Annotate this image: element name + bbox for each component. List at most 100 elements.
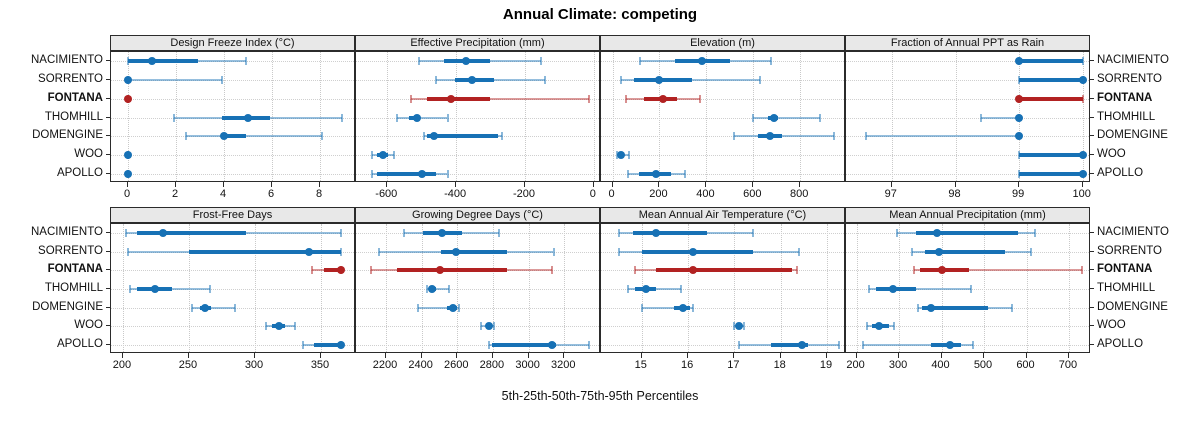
median-dot bbox=[484, 322, 493, 331]
strip-title: Effective Precipitation (mm) bbox=[410, 37, 545, 49]
x-tick-label: 3200 bbox=[551, 359, 576, 371]
x-tick bbox=[175, 182, 176, 187]
whisker-cap bbox=[426, 285, 428, 293]
x-tick-label: 500 bbox=[973, 359, 993, 371]
y-tick bbox=[1090, 269, 1094, 271]
median-dot bbox=[652, 169, 661, 178]
median-dot bbox=[659, 94, 668, 103]
x-tick bbox=[855, 353, 857, 358]
x-tick-label: 200 bbox=[112, 359, 132, 371]
gridline-y bbox=[846, 117, 1089, 119]
percentiles-footer: 5th-25th-50th-75th-95th Percentiles bbox=[501, 389, 699, 403]
site-label-left: THOMHILL bbox=[44, 110, 103, 123]
gridline-x bbox=[564, 224, 566, 352]
x-tick bbox=[271, 182, 272, 187]
y-tick bbox=[106, 288, 110, 289]
whisker bbox=[427, 288, 450, 290]
x-tick bbox=[890, 182, 892, 187]
whisker-cap bbox=[492, 322, 495, 331]
whisker-cap bbox=[626, 285, 629, 293]
median-dot bbox=[679, 303, 688, 312]
x-tick bbox=[385, 353, 386, 358]
whisker-cap bbox=[866, 322, 869, 331]
gridline-x bbox=[492, 224, 494, 352]
x-tick-label: 4 bbox=[219, 188, 227, 200]
whisker-cap bbox=[837, 340, 840, 349]
y-tick bbox=[1090, 232, 1094, 234]
y-tick bbox=[106, 79, 110, 81]
site-label-right: NACIMIENTO bbox=[1097, 226, 1169, 239]
whisker-cap bbox=[402, 229, 405, 238]
y-tick bbox=[1090, 306, 1094, 308]
gridline-x bbox=[528, 224, 530, 352]
iqr-bar bbox=[1019, 171, 1083, 176]
whisker-cap bbox=[912, 266, 915, 275]
whisker-cap bbox=[680, 285, 683, 293]
whisker-cap bbox=[244, 57, 247, 66]
x-tick-label: 99 bbox=[1011, 188, 1025, 200]
whisker bbox=[396, 116, 448, 119]
site-label-right: DOMENGINE bbox=[1097, 300, 1168, 313]
whisker-cap bbox=[862, 340, 864, 349]
gridline-x bbox=[941, 224, 943, 352]
y-tick bbox=[106, 250, 110, 252]
x-tick-label: 300 bbox=[888, 359, 908, 371]
whisker-cap bbox=[819, 113, 821, 122]
site-label-left: APOLLO bbox=[56, 166, 103, 179]
iqr-bar bbox=[632, 231, 707, 236]
x-tick bbox=[420, 353, 422, 358]
whisker-cap bbox=[370, 150, 373, 159]
whisker bbox=[641, 306, 693, 309]
y-tick bbox=[106, 306, 110, 308]
site-label-right: SORRENTO bbox=[1097, 244, 1162, 257]
x-tick bbox=[799, 182, 801, 187]
whisker-cap bbox=[684, 169, 686, 178]
gridline-y bbox=[601, 233, 844, 235]
y-tick bbox=[106, 232, 110, 234]
whisker-cap bbox=[392, 150, 395, 159]
whisker bbox=[913, 269, 1082, 272]
median-dot bbox=[935, 247, 944, 256]
whisker-cap bbox=[458, 303, 461, 312]
whisker-cap bbox=[340, 113, 343, 122]
whisker-cap bbox=[172, 113, 175, 122]
x-tick bbox=[320, 353, 321, 358]
x-tick-label: 0 bbox=[123, 188, 131, 200]
gridline-y bbox=[846, 80, 1089, 82]
x-tick bbox=[954, 182, 956, 187]
median-dot bbox=[158, 229, 167, 238]
site-label-left: NACIMIENTO bbox=[31, 54, 103, 67]
gridline-x bbox=[856, 224, 858, 352]
whisker bbox=[980, 116, 1020, 119]
x-tick bbox=[658, 182, 660, 187]
x-tick-label: 400 bbox=[931, 359, 950, 371]
whisker-cap bbox=[1080, 266, 1083, 275]
x-tick bbox=[524, 182, 525, 187]
whisker-cap bbox=[410, 94, 413, 103]
whisker-cap bbox=[487, 340, 490, 349]
gridline-x bbox=[188, 224, 190, 352]
site-label-right: THOMHILL bbox=[1097, 282, 1156, 294]
median-dot bbox=[1078, 150, 1087, 159]
median-dot bbox=[547, 340, 556, 349]
median-dot bbox=[124, 94, 132, 103]
site-label-left: NACIMIENTO bbox=[31, 226, 103, 239]
whisker-cap bbox=[446, 169, 449, 178]
y-tick bbox=[1090, 60, 1094, 62]
gridline-y bbox=[601, 326, 844, 328]
y-tick bbox=[1090, 172, 1094, 174]
x-tick bbox=[1081, 182, 1083, 187]
gridline-x bbox=[780, 224, 782, 352]
panel-plot bbox=[600, 51, 845, 182]
chart-title: Annual Climate: competing bbox=[502, 6, 698, 23]
whisker-cap bbox=[377, 247, 380, 256]
iqr-bar bbox=[441, 249, 508, 254]
whisker-cap bbox=[480, 322, 483, 331]
x-tick-label: -200 bbox=[512, 188, 536, 200]
median-dot bbox=[735, 322, 743, 331]
x-tick bbox=[826, 353, 827, 358]
whisker bbox=[128, 79, 222, 82]
gridline-y bbox=[356, 289, 599, 290]
iqr-bar bbox=[1019, 59, 1083, 64]
